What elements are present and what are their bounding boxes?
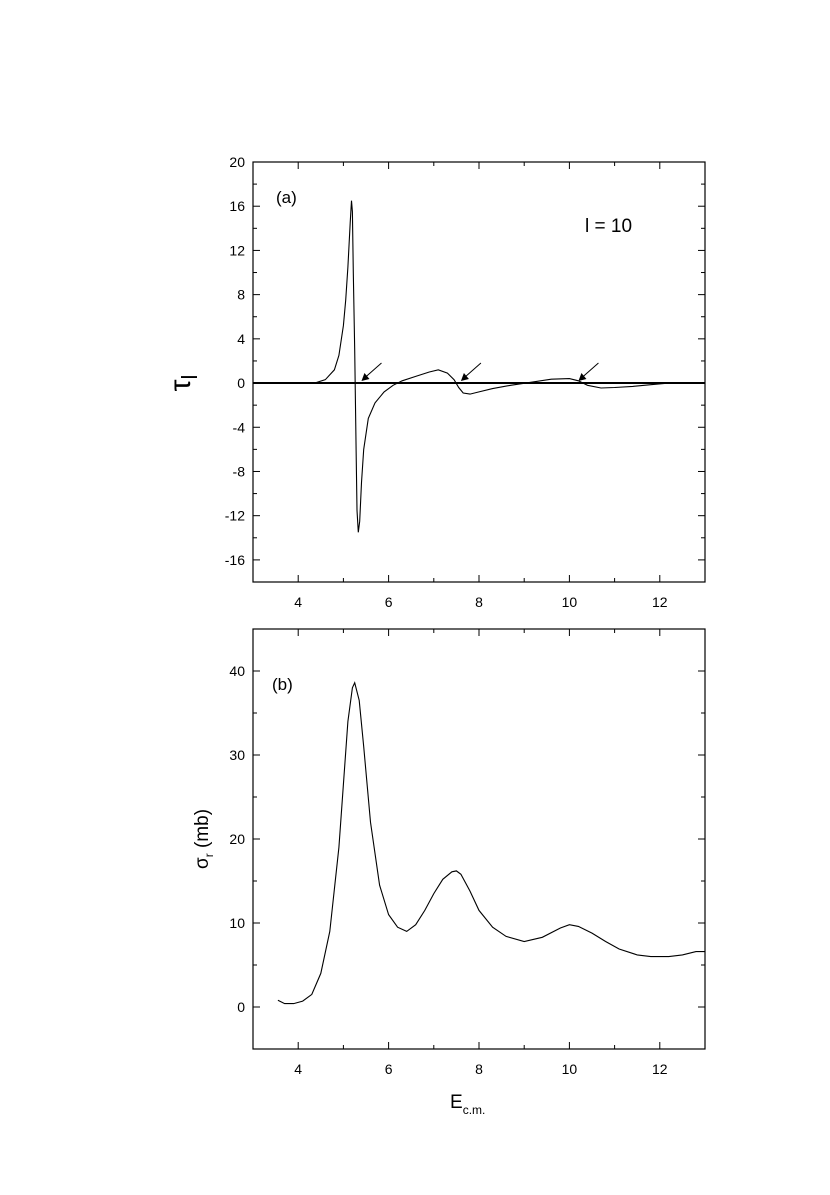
panel-a-label: (a): [276, 188, 297, 207]
y-tick-label: 12: [229, 242, 245, 258]
panel-a-chart: -16 -12 -8 -4 0 4 8 12 16 20 4 6 8 10 12 (a) l = 10 τ…: [164, 154, 706, 610]
y-tick-label: -16: [225, 552, 245, 568]
y-tick-label: -8: [233, 463, 246, 479]
resonance-arrow: [361, 362, 382, 382]
x-tick-label: 8: [475, 1061, 483, 1077]
panel-a-annotation: l = 10: [585, 216, 632, 237]
y-tick-label: 0: [237, 375, 245, 391]
y-tick-label: 20: [229, 831, 245, 847]
panel-a-series-line: [252, 200, 669, 533]
panel-b-series-line: [277, 681, 705, 1005]
y-tick-label: 4: [237, 331, 245, 347]
resonance-arrow: [460, 362, 482, 382]
panel-a-y-axis-subscript: l: [177, 375, 202, 380]
panel-a-x-tick-labels: 4 6 8 10 12: [294, 594, 667, 610]
panel-b-y-tick-labels: 0 10 20 30 40: [229, 663, 245, 1015]
x-tick-label: 6: [385, 1061, 393, 1077]
x-tick-label: 8: [475, 594, 483, 610]
panel-a-arrows: [361, 362, 599, 382]
y-tick-label: 16: [229, 198, 245, 214]
panel-b-x-axis-symbol: E: [450, 1092, 463, 1113]
y-tick-label: 0: [237, 999, 245, 1015]
panel-a-y-axis-title: τl: [164, 375, 202, 392]
panel-b-y-axis-subscript: r: [202, 853, 216, 857]
panel-b-label: (b): [272, 675, 293, 694]
x-tick-label: 10: [562, 1061, 578, 1077]
x-tick-label: 6: [385, 594, 393, 610]
panel-b-y-axis-unit: (mb): [192, 809, 213, 853]
panel-b-frame: [252, 628, 706, 1050]
panel-a-frame: [252, 161, 706, 583]
y-tick-label: -4: [233, 419, 246, 435]
y-tick-label: 20: [229, 154, 245, 170]
y-tick-label: 40: [229, 663, 245, 679]
y-tick-label: -12: [225, 508, 245, 524]
panel-a-y-tick-labels: -16 -12 -8 -4 0 4 8 12 16 20: [225, 154, 245, 568]
panel-b-y-axis-symbol: σ: [192, 857, 213, 869]
panel-b-y-axis-title: σr (mb): [192, 809, 216, 869]
panel-b-chart: 0 10 20 30 40 4 6 8 10 12 (b) σr (mb) Ec.m.: [192, 628, 706, 1117]
panel-b-x-tick-labels: 4 6 8 10 12: [294, 1061, 667, 1077]
x-tick-label: 10: [562, 594, 578, 610]
y-tick-label: 10: [229, 915, 245, 931]
panel-a-y-axis-symbol: τ: [164, 379, 197, 391]
resonance-arrow: [578, 362, 599, 382]
panel-b-ticks: [252, 629, 706, 1049]
y-tick-label: 30: [229, 747, 245, 763]
panel-b-x-axis-title: Ec.m.: [450, 1092, 485, 1117]
panel-a-ticks: [252, 161, 706, 582]
panel-b-x-axis-subscript: c.m.: [463, 1103, 486, 1117]
x-tick-label: 12: [652, 1061, 668, 1077]
y-tick-label: 8: [237, 287, 245, 303]
x-tick-label: 4: [294, 1061, 302, 1077]
x-tick-label: 4: [294, 594, 302, 610]
x-tick-label: 12: [652, 594, 668, 610]
